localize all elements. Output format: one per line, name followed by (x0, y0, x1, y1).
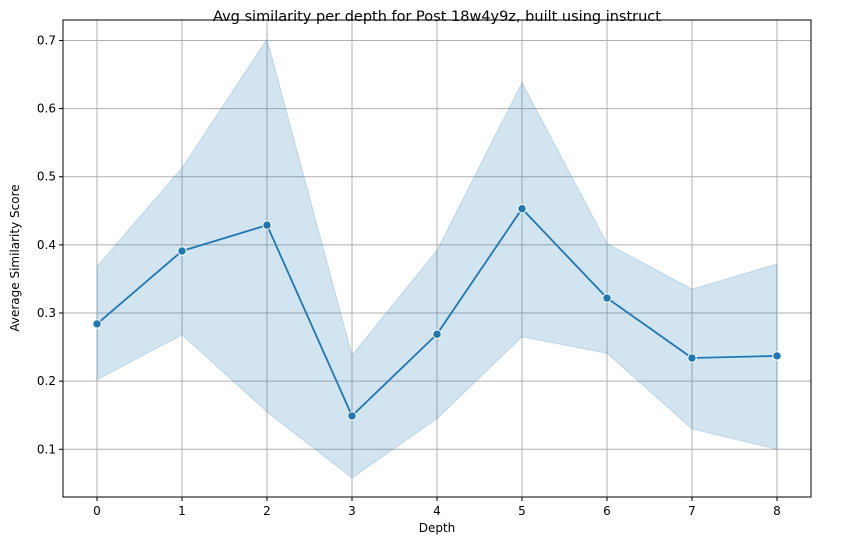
data-point (432, 329, 442, 339)
x-tick-label: 3 (348, 504, 356, 518)
data-point (772, 351, 782, 361)
y-tick-label: 0.2 (37, 374, 56, 388)
y-tick-label: 0.6 (37, 102, 56, 116)
x-tick-label: 2 (263, 504, 271, 518)
data-point (177, 246, 187, 256)
y-axis: 0.1 0.2 0.3 0.4 0.5 0.6 0.7 (37, 33, 63, 456)
y-tick-label: 0.3 (37, 306, 56, 320)
x-tick-label: 4 (433, 504, 441, 518)
data-point (687, 353, 697, 363)
y-tick-label: 0.1 (37, 442, 56, 456)
grid (63, 20, 811, 497)
x-axis: 0 1 2 3 4 5 6 7 8 (93, 497, 781, 518)
x-tick-label: 1 (178, 504, 186, 518)
chart-title: Avg similarity per depth for Post 18w4y9… (213, 9, 661, 25)
confidence-band (96, 37, 778, 479)
x-tick-label: 7 (688, 504, 696, 518)
x-tick-label: 6 (603, 504, 611, 518)
confidence-band-layer (96, 37, 778, 479)
y-tick-label: 0.4 (37, 238, 56, 252)
x-tick-label: 8 (773, 504, 781, 518)
data-point (262, 220, 272, 230)
x-axis-title: Depth (419, 521, 456, 535)
x-tick-label: 5 (518, 504, 526, 518)
data-point (347, 411, 357, 421)
y-tick-label: 0.5 (37, 170, 56, 184)
x-tick-label: 0 (93, 504, 101, 518)
points-layer (92, 204, 782, 421)
data-point (602, 293, 612, 303)
y-tick-label: 0.7 (37, 33, 56, 47)
data-point (92, 319, 102, 329)
y-axis-title: Average Similarity Score (8, 184, 22, 331)
data-point (517, 204, 527, 214)
